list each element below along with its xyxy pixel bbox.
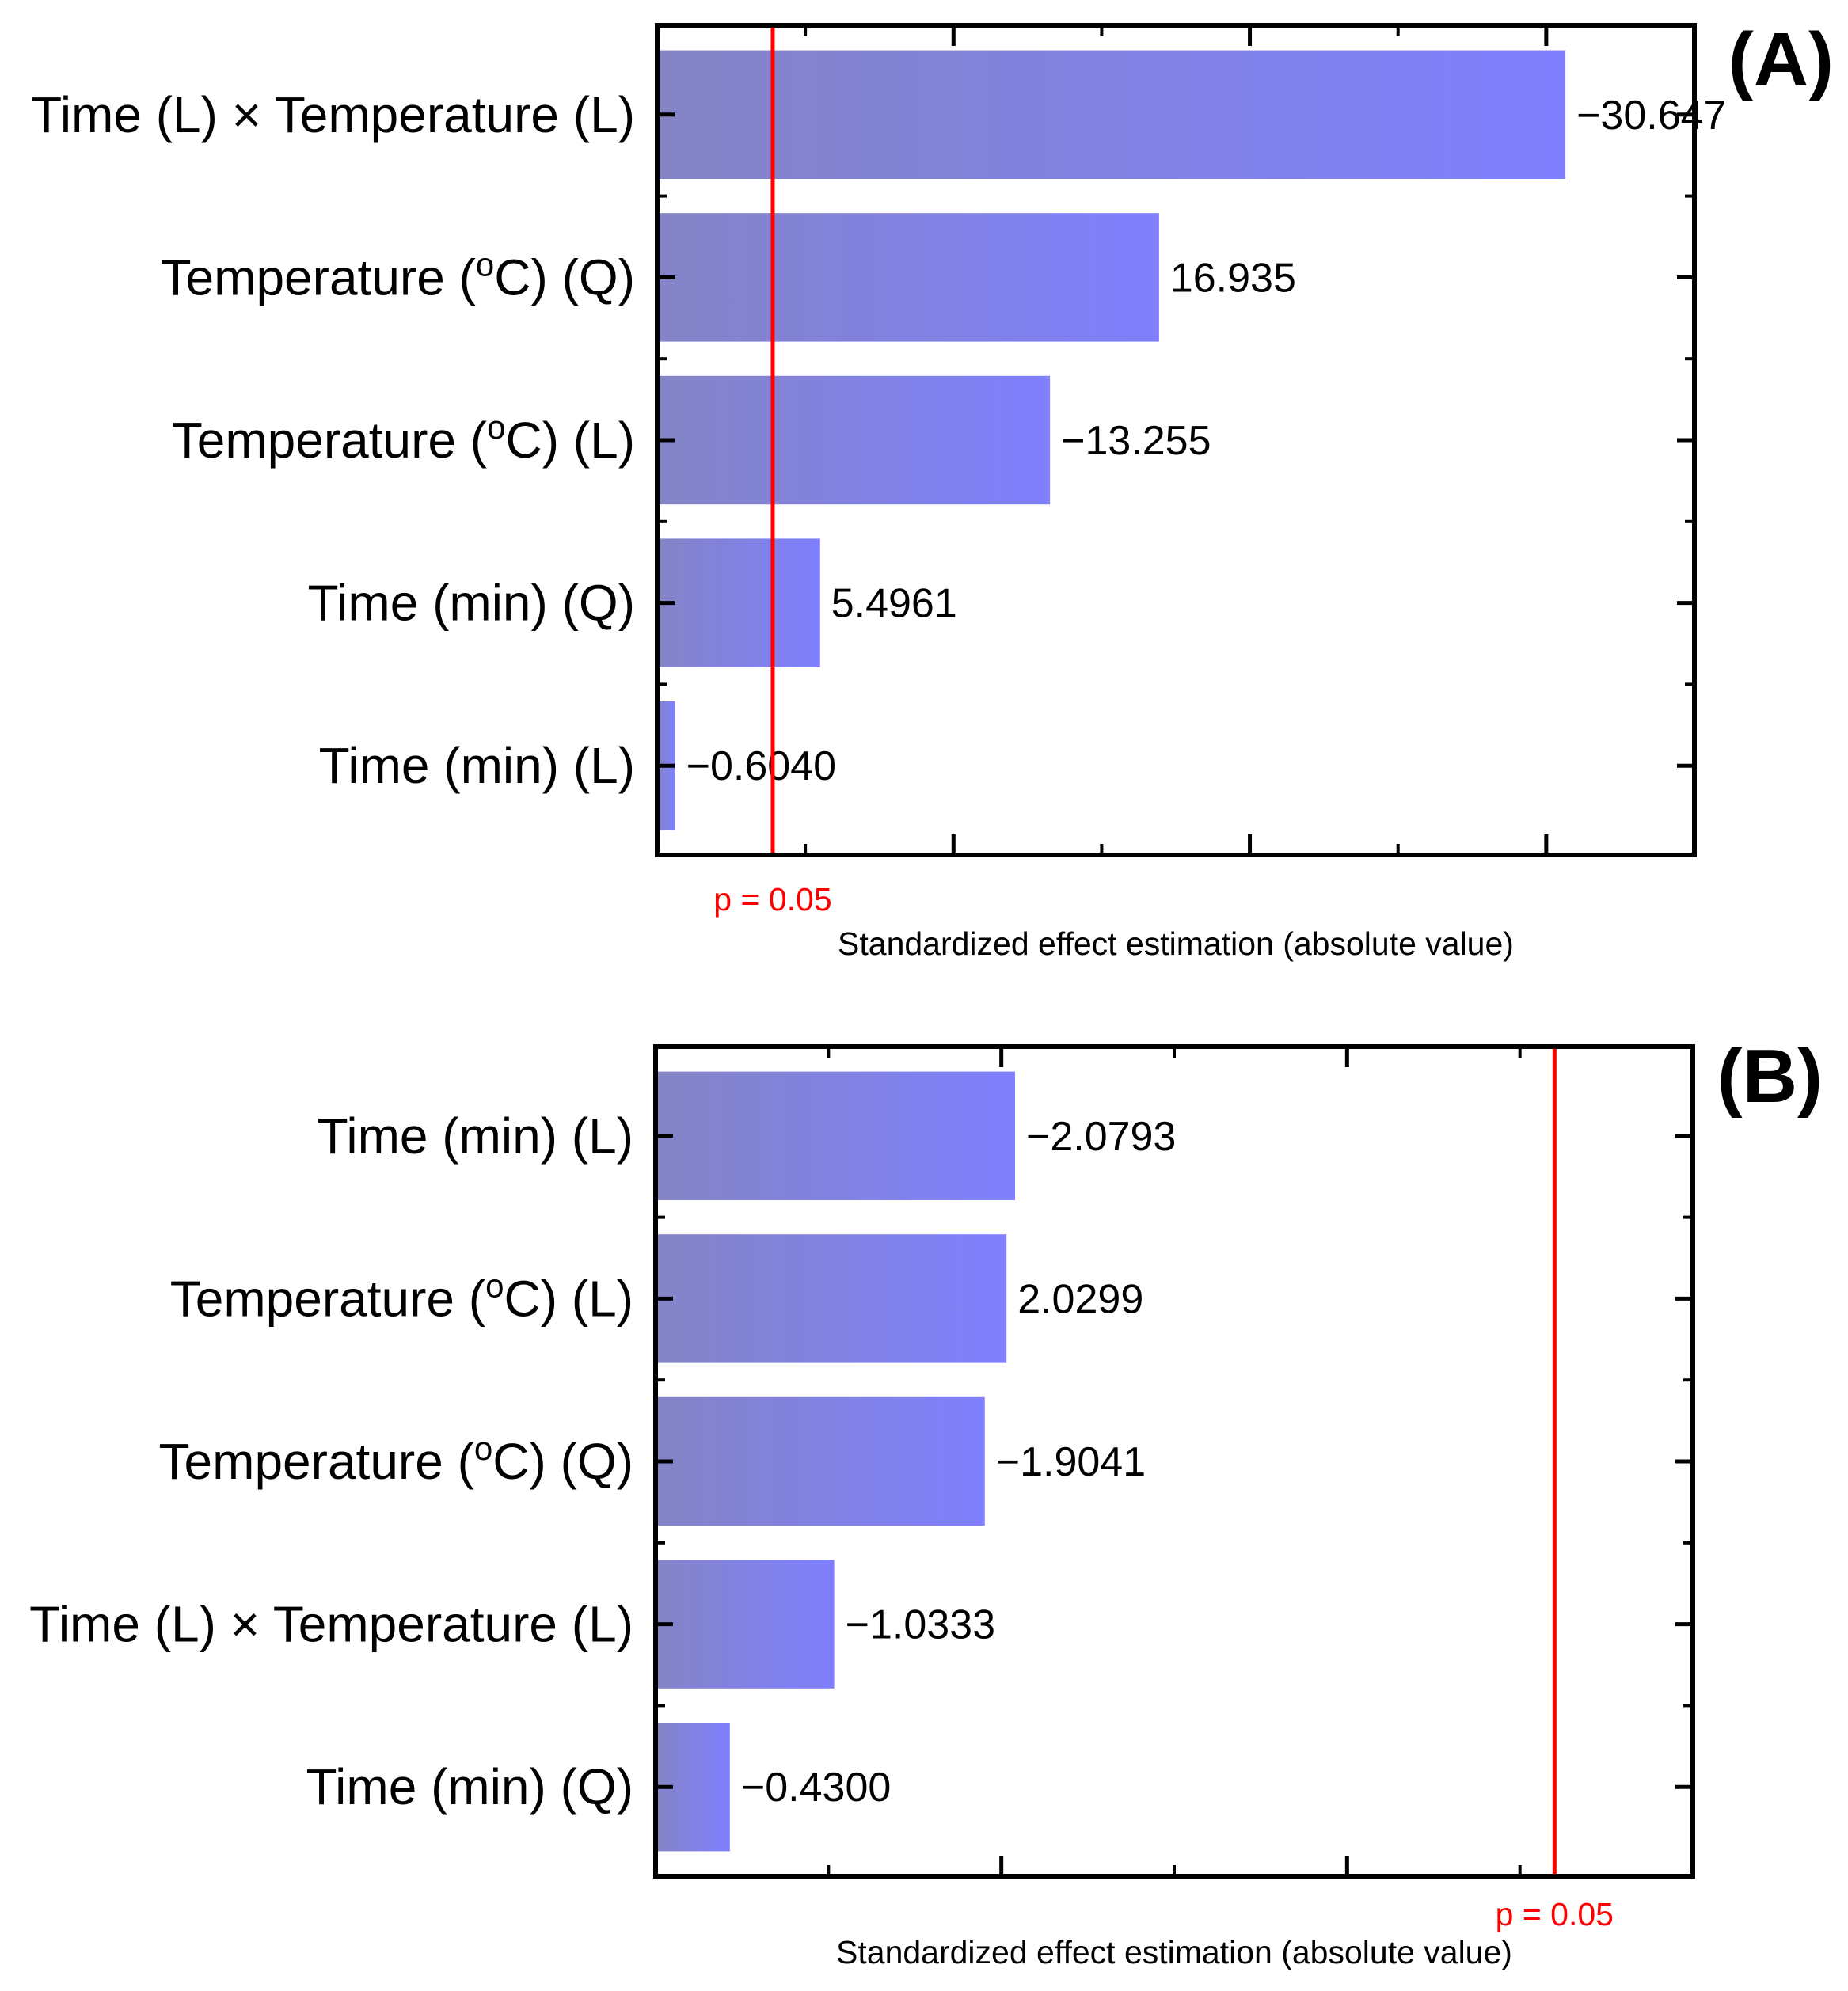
data-label: −1.9041 <box>996 1439 1146 1485</box>
bar <box>656 1234 1007 1363</box>
bar <box>657 50 1566 180</box>
data-label: −2.0793 <box>1026 1114 1176 1160</box>
chart-panel-a: −30.647 Time (L) × Temperature (L) 16.935 T… <box>31 17 1834 962</box>
data-label: 5.4961 <box>831 581 957 627</box>
data-label: −30.647 <box>1576 93 1726 139</box>
data-label: −0.6040 <box>686 743 836 789</box>
panel-label: (A) <box>1728 17 1834 102</box>
chart-panel-b: −2.0793 Time (min) (L) 2.0299 Temperature (… <box>29 1034 1823 1970</box>
x-axis-label: Standardized effect estimation (absolute… <box>838 925 1514 962</box>
category-label: Temperature (oC) (Q) <box>159 1430 633 1490</box>
threshold-label: p = 0.05 <box>1496 1896 1614 1932</box>
category-label: Temperature (oC) (L) <box>170 1267 633 1327</box>
category-label: Time (min) (L) <box>318 1108 633 1165</box>
bar <box>656 1071 1015 1201</box>
bar <box>657 538 820 667</box>
x-axis-label: Standardized effect estimation (absolute… <box>836 1934 1512 1970</box>
plot-frame <box>653 1044 1695 1879</box>
plot-frame <box>655 23 1697 857</box>
data-label: 16.935 <box>1170 255 1296 301</box>
category-label: Time (L) × Temperature (L) <box>29 1596 633 1653</box>
data-label: −1.0333 <box>846 1602 995 1648</box>
category-label: Temperature (oC) (L) <box>172 408 635 469</box>
data-label: −0.4300 <box>741 1765 891 1811</box>
bar <box>656 1396 985 1526</box>
threshold-label: p = 0.05 <box>713 881 831 918</box>
category-label: Time (min) (L) <box>319 737 635 794</box>
data-label: −13.255 <box>1061 418 1211 464</box>
bar <box>656 1560 835 1689</box>
panel-label: (B) <box>1717 1034 1823 1119</box>
bar <box>657 213 1159 342</box>
category-label: Time (L) × Temperature (L) <box>31 86 635 143</box>
category-label: Time (min) (Q) <box>307 575 635 632</box>
bar <box>657 375 1051 505</box>
category-label: Time (min) (Q) <box>306 1758 633 1815</box>
data-label: 2.0299 <box>1017 1276 1143 1322</box>
category-label: Temperature (oC) (Q) <box>161 245 635 306</box>
